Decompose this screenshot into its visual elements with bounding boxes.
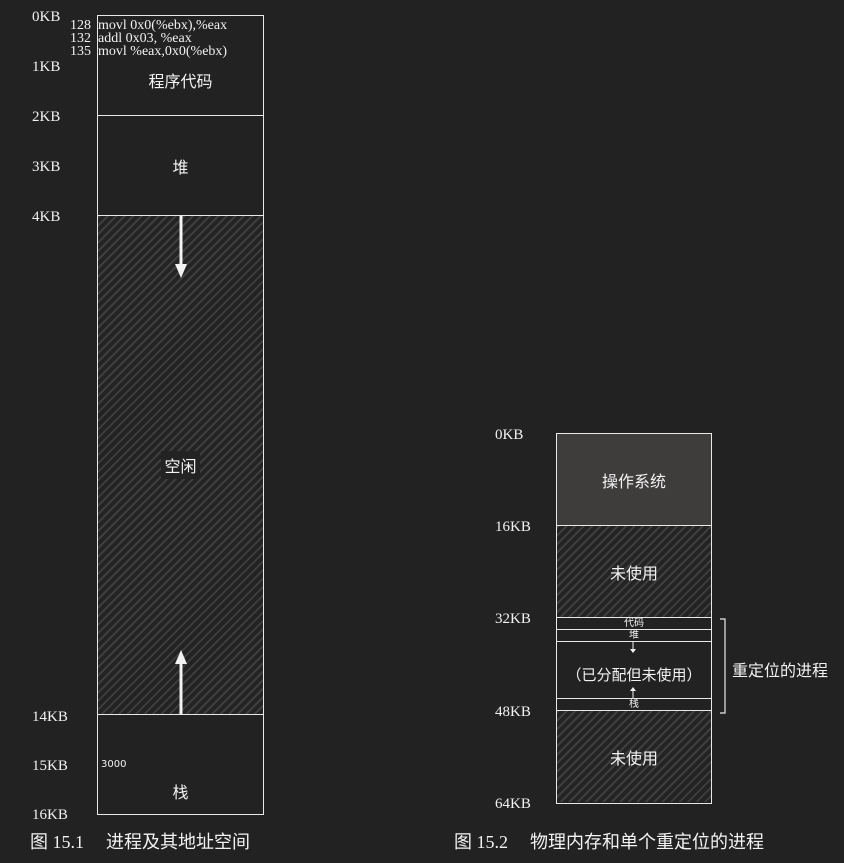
process-stack-label: 栈: [629, 698, 639, 710]
stack-region: 栈: [98, 715, 263, 813]
figure-2-number: 图 15.2: [454, 832, 508, 852]
axis-label-16kb: 16KB: [32, 807, 68, 823]
divider-4kb: [98, 215, 263, 216]
stack-growth-arrow-icon: [175, 650, 187, 714]
figure-1-caption: 图 15.1 进程及其地址空间: [30, 828, 250, 854]
axis-label-15kb: 15KB: [32, 758, 68, 774]
address-space-box: 程序代码 堆 空闲 栈: [97, 15, 264, 815]
unused-region-bottom: 未使用: [557, 711, 711, 802]
divider-2kb: [98, 115, 263, 116]
axis-label-0kb: 0KB: [495, 427, 524, 443]
divider-32kb: [557, 617, 711, 618]
unused-region-top: 未使用: [557, 526, 711, 617]
process-code-label: 代码: [624, 618, 644, 629]
heap-region-label: 堆: [172, 157, 189, 177]
unused-region-top-label: 未使用: [609, 563, 658, 583]
axis-label-4kb: 4KB: [32, 209, 61, 225]
figure-2-caption: 图 15.2 物理内存和单个重定位的进程: [454, 828, 764, 854]
relocated-process-bracket: [720, 618, 726, 714]
heap-growth-arrow-icon: [630, 642, 636, 653]
allocated-unused-region: （已分配但未使用）: [557, 654, 711, 694]
process-heap-label: 堆: [629, 630, 639, 641]
heap-region: 堆: [98, 116, 263, 215]
free-region: 空闲: [98, 216, 263, 714]
process-code-region: 代码: [557, 618, 711, 630]
code-region-label: 程序代码: [148, 72, 213, 91]
stack-region-label: 栈: [172, 783, 189, 802]
divider-16kb: [557, 525, 711, 526]
relocated-process-label: 重定位的进程: [732, 661, 829, 680]
axis-label-64kb: 64KB: [495, 796, 531, 812]
axis-label-3kb: 3KB: [32, 159, 61, 175]
process-heap-region: 堆: [557, 630, 711, 642]
figure-1-title: 进程及其地址空间: [106, 832, 250, 853]
stack-value: 3000: [101, 759, 127, 770]
heap-growth-arrow-icon: [175, 216, 187, 278]
divider-code-heap: [557, 629, 711, 630]
os-region: 操作系统: [557, 434, 711, 525]
axis-label-14kb: 14KB: [32, 709, 68, 725]
axis-label-48kb: 48KB: [495, 704, 531, 720]
process-stack-region: 栈: [557, 699, 711, 710]
divider-heap-free: [557, 641, 711, 642]
unused-region-bottom-label: 未使用: [609, 748, 658, 768]
code-region: 程序代码: [98, 16, 263, 115]
divider-free-stack: [557, 698, 711, 699]
axis-label-0kb: 0KB: [32, 9, 61, 25]
stack-growth-arrow-icon: [630, 687, 636, 698]
os-region-label: 操作系统: [601, 471, 666, 491]
physical-memory-box: 操作系统 未使用 代码 堆 （已分配但未使用） 栈 未使用: [556, 433, 712, 804]
axis-label-32kb: 32KB: [495, 611, 531, 627]
code-line: 128 movl 0x0(%ebx),%eax: [70, 18, 228, 33]
free-region-label: 空闲: [161, 451, 200, 479]
divider-48kb: [557, 710, 711, 711]
code-listing: 128 movl 0x0(%ebx),%eax 132 addl 0x03, %ea…: [70, 18, 228, 59]
code-line: 135 movl %eax,0x0(%ebx): [70, 44, 228, 59]
axis-label-16kb: 16KB: [495, 519, 531, 535]
axis-label-1kb: 1KB: [32, 59, 61, 75]
divider-14kb: [98, 714, 263, 715]
allocated-unused-label: （已分配但未使用）: [566, 665, 702, 684]
code-line: 132 addl 0x03, %eax: [70, 31, 192, 46]
figure-2-title: 物理内存和单个重定位的进程: [530, 832, 764, 853]
axis-label-2kb: 2KB: [32, 109, 61, 125]
figure-1-number: 图 15.1: [30, 832, 84, 852]
